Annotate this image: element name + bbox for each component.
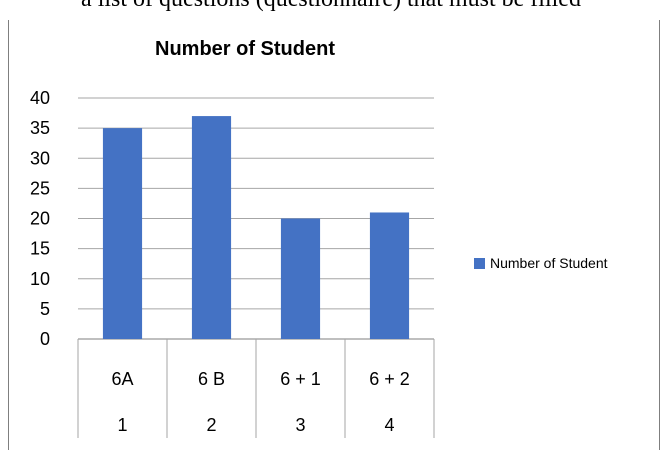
legend-label: Number of Student: [490, 255, 608, 271]
y-tick-label: 30: [30, 148, 50, 168]
chart-frame: [8, 20, 660, 450]
bar: [191, 116, 232, 339]
y-tick-label: 35: [30, 118, 50, 138]
category-index-label: 4: [384, 415, 394, 435]
legend-swatch: [474, 258, 485, 269]
legend: Number of Student: [474, 255, 608, 271]
bar: [369, 212, 410, 339]
bars: [102, 116, 410, 339]
category-label: 6 + 2: [369, 369, 410, 389]
category-index-label: 3: [295, 415, 305, 435]
y-tick-label: 15: [30, 239, 50, 259]
y-tick-label: 40: [30, 88, 50, 108]
y-tick-label: 20: [30, 209, 50, 229]
category-index-label: 1: [117, 415, 127, 435]
y-tick-label: 10: [30, 269, 50, 289]
y-tick-label: 5: [40, 299, 50, 319]
category-label: 6 + 1: [280, 369, 321, 389]
y-tick-label: 25: [30, 178, 50, 198]
chart-title: Number of Student: [155, 38, 335, 60]
category-index-label: 2: [206, 415, 216, 435]
y-tick-label: 0: [40, 329, 50, 349]
bar: [280, 218, 321, 339]
page-top-text: a list of questions (questionnaire) that…: [0, 0, 662, 13]
category-axis: 6A 1 6 B 2 6 + 1 3 6 + 2 4: [77, 339, 435, 438]
category-label: 6A: [111, 369, 133, 389]
category-label: 6 B: [198, 369, 225, 389]
bar: [102, 128, 143, 339]
y-axis-ticks: 0 5 10 15 20 25 30 35 40: [30, 88, 50, 349]
